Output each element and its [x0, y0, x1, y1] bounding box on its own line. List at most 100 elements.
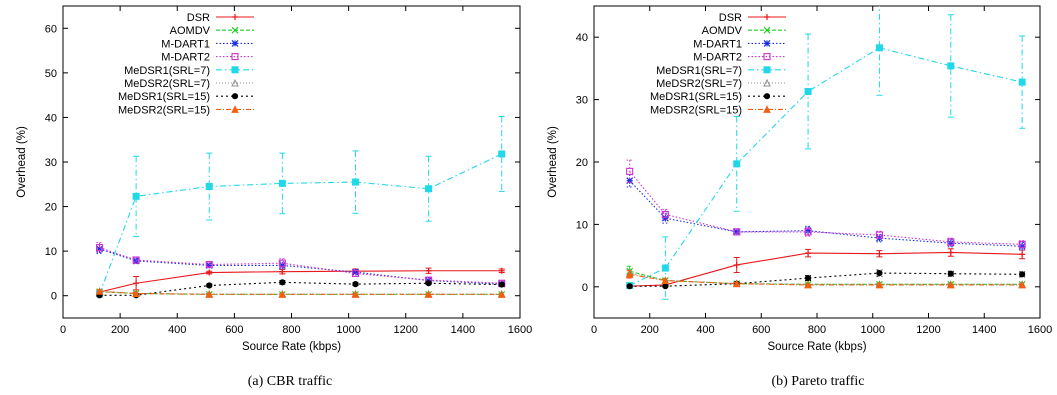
x-tick-label: 1400 [972, 324, 996, 336]
data-point [279, 279, 286, 286]
legend-label: M-DART2 [161, 52, 210, 64]
data-point [498, 150, 506, 158]
series-line [99, 153, 502, 295]
data-point [733, 228, 741, 236]
data-point [278, 179, 286, 187]
data-point [733, 160, 741, 168]
series-line [629, 273, 1023, 286]
data-point [804, 227, 812, 235]
x-tick-label: 1600 [508, 324, 532, 336]
data-point [132, 289, 140, 297]
data-point [1018, 78, 1026, 86]
data-point [626, 167, 634, 175]
data-point [206, 282, 213, 289]
series-line [629, 180, 1023, 247]
series-medsr1-srl-7- [96, 116, 506, 298]
data-point [804, 280, 812, 289]
data-point [875, 44, 883, 52]
data-point [498, 267, 505, 274]
data-point [946, 280, 955, 289]
x-tick-label: 600 [752, 324, 770, 336]
data-point [804, 274, 812, 282]
error-bar [206, 261, 213, 268]
data-point [351, 269, 360, 277]
data-point [876, 250, 883, 257]
legend-marker [763, 66, 771, 74]
x-tick-label: 800 [282, 324, 300, 336]
y-axis-label: Overhead (%) [547, 126, 559, 198]
x-tick-label: 1200 [916, 324, 940, 336]
data-point [805, 250, 812, 257]
series-medsr1-srl-7- [626, 6, 1026, 300]
data-point [205, 261, 213, 269]
series-line [629, 272, 1023, 287]
y-tick-label: 20 [45, 202, 57, 214]
data-point [804, 87, 812, 95]
x-tick-label: 600 [225, 324, 243, 336]
series-medsr2-srl-7- [95, 287, 506, 298]
y-tick-label: 30 [576, 95, 588, 107]
data-point [947, 238, 955, 246]
data-point [733, 228, 741, 236]
data-point [424, 290, 433, 298]
data-point [625, 270, 634, 278]
chart-pareto-traffic: 0 200 400 600 800 1000 1200 1400 1600 0 10 20 30 40 So… [547, 5, 1052, 389]
legend-label: M-DART2 [693, 52, 742, 64]
data-point [947, 249, 954, 256]
legend-marker [232, 14, 238, 20]
legend-marker [763, 78, 771, 87]
legend: DSRAOMDVM-DART1M-DART2MeDSR1(SRL=7)MeDSR… [650, 12, 786, 116]
x-tick-label: 1000 [336, 324, 360, 336]
series-dsr [626, 248, 1026, 290]
data-point [205, 183, 213, 191]
data-point [279, 268, 286, 275]
legend-marker [231, 53, 239, 61]
error-bar [206, 152, 213, 221]
data-point [661, 214, 669, 222]
legend: DSRAOMDVM-DART1M-DART2MeDSR1(SRL=7)MeDSR… [118, 12, 254, 116]
series-m-dart2 [626, 159, 1026, 249]
y-tick-label: 10 [576, 219, 588, 231]
legend-label: MeDSR2(SRL=15) [650, 104, 742, 116]
legend-label: DSR [719, 12, 742, 24]
data-point [205, 290, 214, 298]
x-axis-label: Source Rate (kbps) [767, 341, 866, 353]
data-point [626, 283, 633, 290]
data-point [875, 280, 884, 289]
legend-marker [231, 66, 239, 74]
legend-marker [231, 78, 239, 87]
legend-marker [763, 53, 771, 61]
data-point [661, 264, 669, 272]
legend-label: M-DART1 [161, 38, 210, 50]
data-point [425, 185, 433, 193]
x-tick-label: 800 [808, 324, 826, 336]
y-tick-label: 40 [45, 112, 57, 124]
data-point [95, 287, 104, 295]
data-point [278, 261, 286, 269]
data-point [425, 267, 432, 274]
x-tick-label: 200 [641, 324, 659, 336]
legend-marker [764, 14, 770, 20]
data-point [497, 290, 506, 298]
series-medsr2-srl-15- [625, 270, 1026, 289]
legend-label: MeDSR1(SRL=7) [656, 65, 742, 77]
y-tick-label: 0 [51, 291, 57, 303]
error-bar [133, 155, 140, 237]
data-point [132, 256, 140, 264]
plot-area [95, 116, 506, 299]
x-tick-label: 400 [696, 324, 714, 336]
chart-cbr-traffic: 0 200 400 600 800 1000 1200 1400 1600 0 10 20 30 40 50… [16, 5, 532, 389]
series-medsr1-srl-15- [626, 269, 1026, 290]
plot-area [625, 6, 1026, 300]
data-point [1019, 251, 1026, 258]
legend-label: AOMDV [702, 25, 743, 37]
data-point [1019, 271, 1026, 278]
legend-marker [763, 39, 771, 47]
legend-label: MeDSR2(SRL=7) [656, 78, 742, 90]
x-tick-label: 1000 [861, 324, 885, 336]
data-point [96, 245, 103, 253]
error-bar [876, 6, 883, 96]
series-line [629, 171, 1023, 245]
x-tick-label: 200 [111, 324, 129, 336]
y-tick-label: 30 [45, 157, 57, 169]
